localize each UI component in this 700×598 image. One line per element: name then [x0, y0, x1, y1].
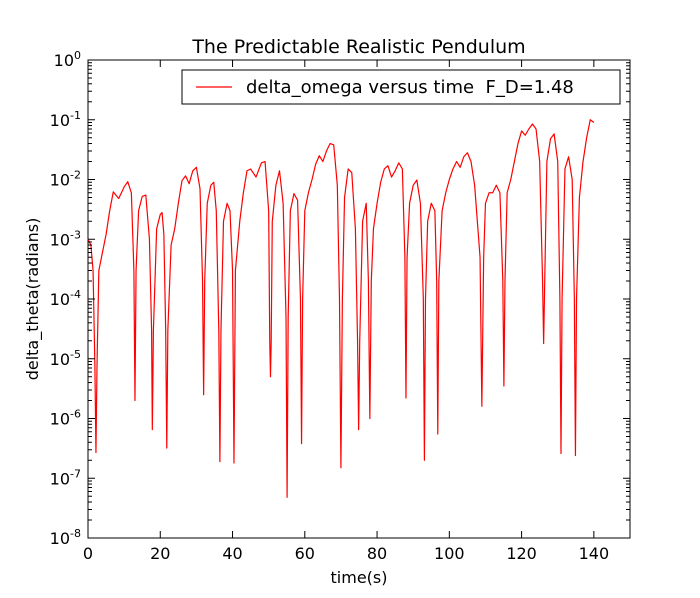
- x-tick-label: 20: [150, 544, 170, 563]
- series-line-0: [87, 119, 595, 498]
- x-tick-label: 120: [506, 544, 537, 563]
- y-tick-label: 10-5: [50, 348, 81, 369]
- y-tick-label: 10-3: [50, 228, 81, 249]
- y-tick-label: 100: [54, 49, 81, 70]
- x-axis-label: time(s): [331, 568, 388, 587]
- x-tick-label: 140: [579, 544, 610, 563]
- plot-area: 0 20 40 60 80 100 120 140 10-8 10-7 10-6 10-5 10-4 10…: [50, 49, 631, 563]
- x-tick-label: 0: [83, 544, 93, 563]
- series-layer: [87, 119, 595, 498]
- x-tick-label: 60: [295, 544, 315, 563]
- legend-box: [181, 69, 621, 105]
- legend-label: delta_omega versus time F_D=1.48: [246, 77, 574, 98]
- y-tick-label: 10-4: [50, 288, 81, 309]
- y-tick-label: 10-1: [50, 109, 81, 130]
- ticks-layer: 0 20 40 60 80 100 120 140 10-8 10-7 10-6 10-5 10-4 10…: [50, 49, 630, 563]
- y-tick-label: 10-2: [50, 169, 81, 190]
- x-tick-label: 80: [367, 544, 387, 563]
- y-tick-label: 10-7: [50, 467, 81, 488]
- chart-title: The Predictable Realistic Pendulum: [191, 36, 525, 58]
- legend: delta_omega versus time F_D=1.48: [181, 69, 621, 105]
- y-axis-label: delta_theta(radians): [23, 218, 43, 381]
- y-tick-label: 10-6: [50, 408, 81, 429]
- y-tick-label: 10-8: [50, 527, 81, 548]
- x-tick-label: 100: [434, 544, 465, 563]
- x-tick-label: 40: [222, 544, 242, 563]
